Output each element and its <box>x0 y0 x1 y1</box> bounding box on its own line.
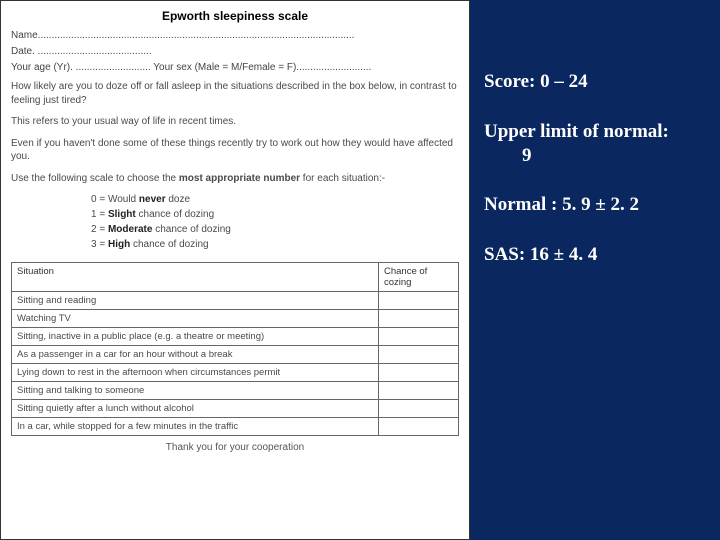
scale0-pre: 0 = Would <box>91 194 139 205</box>
table-row: Watching TV <box>12 310 459 328</box>
col-chance-header: Chance of cozing <box>379 263 459 292</box>
scale3-post: chance of dozing <box>130 239 208 250</box>
chance-cell[interactable] <box>379 382 459 400</box>
situations-table: Situation Chance of cozing Sitting and r… <box>11 262 459 436</box>
sas-value: SAS: 16 ± 4. 4 <box>484 243 716 267</box>
instruction-3: Even if you haven't done some of these t… <box>11 137 459 164</box>
normal-value: Normal : 5. 9 ± 2. 2 <box>484 193 716 217</box>
table-row: Lying down to rest in the afternoon when… <box>12 364 459 382</box>
age-sex-line: Your age (Yr). .........................… <box>11 62 459 73</box>
upper-limit: Upper limit of normal: 9 <box>484 120 716 168</box>
instr4-pre: Use the following scale to choose the <box>11 173 179 184</box>
instruction-4: Use the following scale to choose the mo… <box>11 172 459 186</box>
scale-legend: 0 = Would never doze 1 = Slight chance o… <box>91 192 459 252</box>
col-situation-header: Situation <box>12 263 379 292</box>
scale2-post: chance of dozing <box>152 224 230 235</box>
instruction-2: This refers to your usual way of life in… <box>11 115 459 129</box>
scale-0: 0 = Would never doze <box>91 192 459 207</box>
instr4-post: for each situation:- <box>300 173 385 184</box>
chance-cell[interactable] <box>379 310 459 328</box>
upper-limit-label: Upper limit of normal: <box>484 121 669 142</box>
table-row: As a passenger in a car for an hour with… <box>12 346 459 364</box>
table-row: In a car, while stopped for a few minute… <box>12 418 459 436</box>
side-info-panel: Score: 0 – 24 Upper limit of normal: 9 N… <box>470 0 720 540</box>
situation-cell: Sitting quietly after a lunch without al… <box>12 400 379 418</box>
score-range: Score: 0 – 24 <box>484 70 716 94</box>
scale-3: 3 = High chance of dozing <box>91 237 459 252</box>
name-line: Name....................................… <box>11 30 459 41</box>
situation-cell: Sitting and reading <box>12 292 379 310</box>
scale3-pre: 3 = <box>91 239 108 250</box>
chance-cell[interactable] <box>379 346 459 364</box>
scale1-b: Slight <box>108 209 136 220</box>
situation-cell: Watching TV <box>12 310 379 328</box>
chance-cell[interactable] <box>379 328 459 346</box>
situation-cell: Sitting, inactive in a public place (e.g… <box>12 328 379 346</box>
table-row: Sitting, inactive in a public place (e.g… <box>12 328 459 346</box>
instr4-bold: most appropriate number <box>179 173 300 184</box>
scale2-b: Moderate <box>108 224 152 235</box>
situation-cell: As a passenger in a car for an hour with… <box>12 346 379 364</box>
situation-cell: Sitting and talking to someone <box>12 382 379 400</box>
scale3-b: High <box>108 239 130 250</box>
chance-cell[interactable] <box>379 400 459 418</box>
situation-cell: In a car, while stopped for a few minute… <box>12 418 379 436</box>
chance-cell[interactable] <box>379 364 459 382</box>
table-row: Sitting quietly after a lunch without al… <box>12 400 459 418</box>
scale0-b: never <box>139 194 166 205</box>
scale1-pre: 1 = <box>91 209 108 220</box>
instruction-1: How likely are you to doze off or fall a… <box>11 80 459 107</box>
date-line: Date. ..................................… <box>11 46 459 57</box>
chance-cell[interactable] <box>379 418 459 436</box>
table-row: Sitting and reading <box>12 292 459 310</box>
scale-1: 1 = Slight chance of dozing <box>91 207 459 222</box>
scale2-pre: 2 = <box>91 224 108 235</box>
situation-cell: Lying down to rest in the afternoon when… <box>12 364 379 382</box>
scale0-post: doze <box>166 194 190 205</box>
epworth-form-panel: Epworth sleepiness scale Name...........… <box>0 0 470 540</box>
scale-2: 2 = Moderate chance of dozing <box>91 222 459 237</box>
chance-cell[interactable] <box>379 292 459 310</box>
scale1-post: chance of dozing <box>136 209 214 220</box>
upper-limit-value: 9 <box>484 145 532 166</box>
form-title: Epworth sleepiness scale <box>11 9 459 23</box>
table-row: Sitting and talking to someone <box>12 382 459 400</box>
thanks-line: Thank you for your cooperation <box>11 442 459 453</box>
table-header-row: Situation Chance of cozing <box>12 263 459 292</box>
